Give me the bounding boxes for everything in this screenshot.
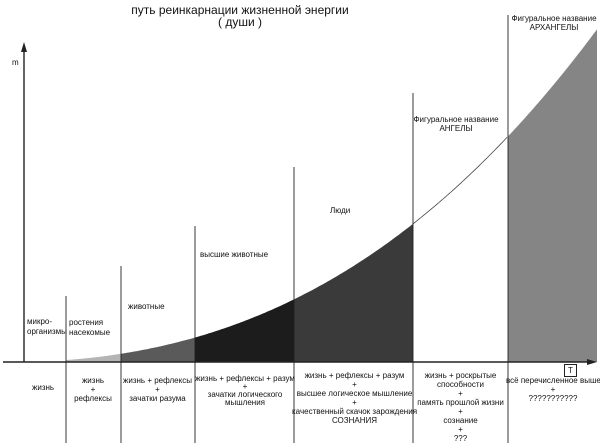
stage-label-animals: животные bbox=[128, 302, 165, 311]
stage-region-3 bbox=[195, 299, 294, 362]
diagram-subtitle: ( души ) bbox=[218, 15, 262, 29]
growth-curve-gap bbox=[412, 137, 508, 225]
stage-traits-archangels: всё перечисленное выше + ??????????? bbox=[506, 376, 600, 403]
stage-region-6 bbox=[508, 29, 597, 363]
x-axis-arrow bbox=[587, 359, 597, 365]
stage-traits-plants: жизнь + рефлексы bbox=[74, 376, 112, 403]
stage-traits-people: жизнь + рефлексы + разум + высшее логиче… bbox=[292, 371, 418, 425]
stage-traits-angels: жизнь + роскрытые способности + память п… bbox=[417, 371, 504, 443]
stage-label-microorganisms: микро- организмы bbox=[27, 317, 67, 336]
stage-traits-higher-animals: жизнь + рефлексы + разум + зачатки логич… bbox=[195, 374, 295, 407]
stage-label-people: Люди bbox=[330, 206, 351, 215]
stage-label-higher-animals: высшие животные bbox=[200, 250, 269, 259]
stage-traits-microorganisms: жизнь bbox=[32, 383, 55, 392]
stage-region-4 bbox=[294, 223, 413, 362]
stage-region-5 bbox=[413, 136, 508, 362]
stage-region-1 bbox=[66, 353, 121, 362]
y-axis-arrow bbox=[21, 42, 27, 52]
stage-label-plants: ростения насекомые bbox=[69, 318, 111, 337]
stage-traits-animals: жизнь + рефлексы + зачатки разума bbox=[123, 376, 192, 403]
y-axis-label: m bbox=[12, 58, 19, 67]
stage-label-archangels: Фигуральное название АРХАНГЕЛЫ bbox=[511, 14, 597, 32]
t-axis-box: T bbox=[564, 364, 577, 377]
stage-region-2 bbox=[121, 337, 195, 362]
stage-label-angels: Фигуральное название АНГЕЛЫ bbox=[413, 115, 499, 133]
diagram-title: путь реинкарнации жизненной энергии bbox=[131, 3, 349, 17]
